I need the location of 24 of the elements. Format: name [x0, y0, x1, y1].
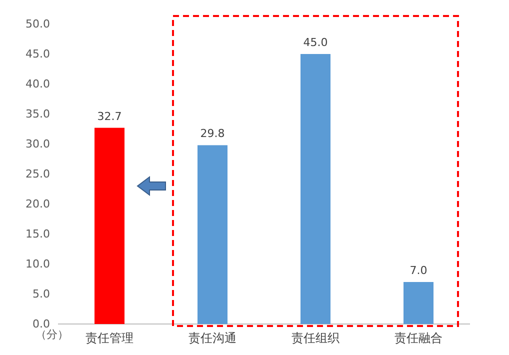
y-tick-label: 40.0: [26, 78, 50, 90]
y-tick-label: 5.0: [32, 288, 50, 300]
y-tick-label: 35.0: [26, 108, 50, 120]
data-label: 32.7: [97, 110, 122, 123]
x-tick-label: 责任管理: [86, 331, 134, 345]
bar: [300, 54, 330, 324]
y-axis-title: （分）: [36, 328, 68, 341]
y-tick-label: 25.0: [26, 168, 50, 180]
y-tick-label: 45.0: [26, 48, 50, 60]
y-tick-label: 10.0: [26, 258, 50, 270]
data-label: 7.0: [410, 264, 428, 277]
data-label: 29.8: [200, 127, 225, 140]
bar: [198, 145, 228, 324]
x-tick-label: 责任沟通: [188, 331, 236, 345]
y-tick-label: 30.0: [26, 138, 50, 150]
x-tick-label: 责任组织: [292, 331, 340, 345]
y-tick-label: 15.0: [26, 228, 50, 240]
y-tick-label: 50.0: [26, 18, 50, 30]
bar: [404, 282, 434, 324]
x-tick-label: 责任融合: [394, 331, 442, 345]
data-label: 45.0: [303, 36, 328, 49]
y-tick-label: 20.0: [26, 198, 50, 210]
y-tick-label: 0.0: [32, 318, 50, 330]
bar: [94, 128, 124, 324]
